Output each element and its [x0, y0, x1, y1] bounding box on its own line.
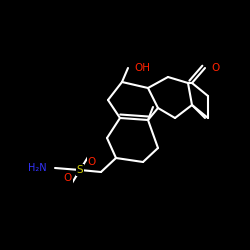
- Text: O: O: [64, 173, 72, 183]
- Text: O: O: [211, 63, 219, 73]
- Text: H₂N: H₂N: [28, 163, 47, 173]
- Text: O: O: [88, 157, 96, 167]
- Text: OH: OH: [134, 63, 150, 73]
- Text: S: S: [77, 165, 83, 175]
